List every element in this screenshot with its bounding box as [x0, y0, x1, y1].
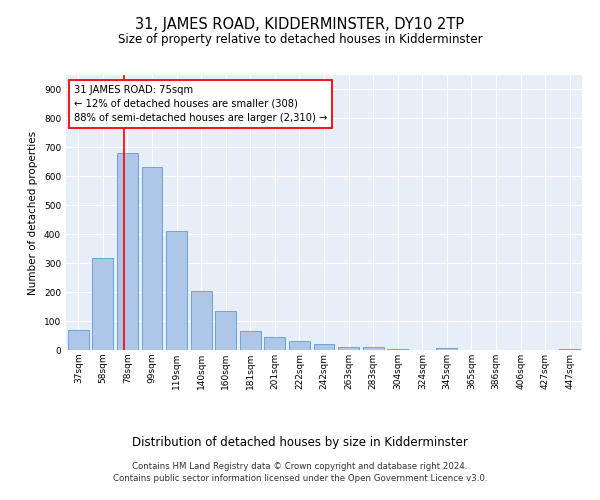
Bar — [68, 330, 89, 350]
Bar — [289, 342, 310, 350]
Bar — [559, 348, 580, 350]
Text: 31 JAMES ROAD: 75sqm
← 12% of detached houses are smaller (308)
88% of semi-deta: 31 JAMES ROAD: 75sqm ← 12% of detached h… — [74, 84, 327, 122]
Bar — [362, 347, 383, 350]
Bar — [240, 330, 261, 350]
Bar — [436, 348, 457, 350]
Bar — [215, 311, 236, 350]
Bar — [117, 153, 138, 350]
Text: Contains HM Land Registry data © Crown copyright and database right 2024.
Contai: Contains HM Land Registry data © Crown c… — [113, 462, 487, 483]
Text: Distribution of detached houses by size in Kidderminster: Distribution of detached houses by size … — [132, 436, 468, 449]
Text: Size of property relative to detached houses in Kidderminster: Size of property relative to detached ho… — [118, 32, 482, 46]
Bar — [166, 230, 187, 350]
Text: 31, JAMES ROAD, KIDDERMINSTER, DY10 2TP: 31, JAMES ROAD, KIDDERMINSTER, DY10 2TP — [136, 18, 464, 32]
Bar — [142, 167, 163, 350]
Y-axis label: Number of detached properties: Number of detached properties — [28, 130, 38, 294]
Bar — [191, 290, 212, 350]
Bar — [314, 344, 334, 350]
Bar — [92, 258, 113, 350]
Bar — [338, 346, 359, 350]
Bar — [265, 336, 286, 350]
